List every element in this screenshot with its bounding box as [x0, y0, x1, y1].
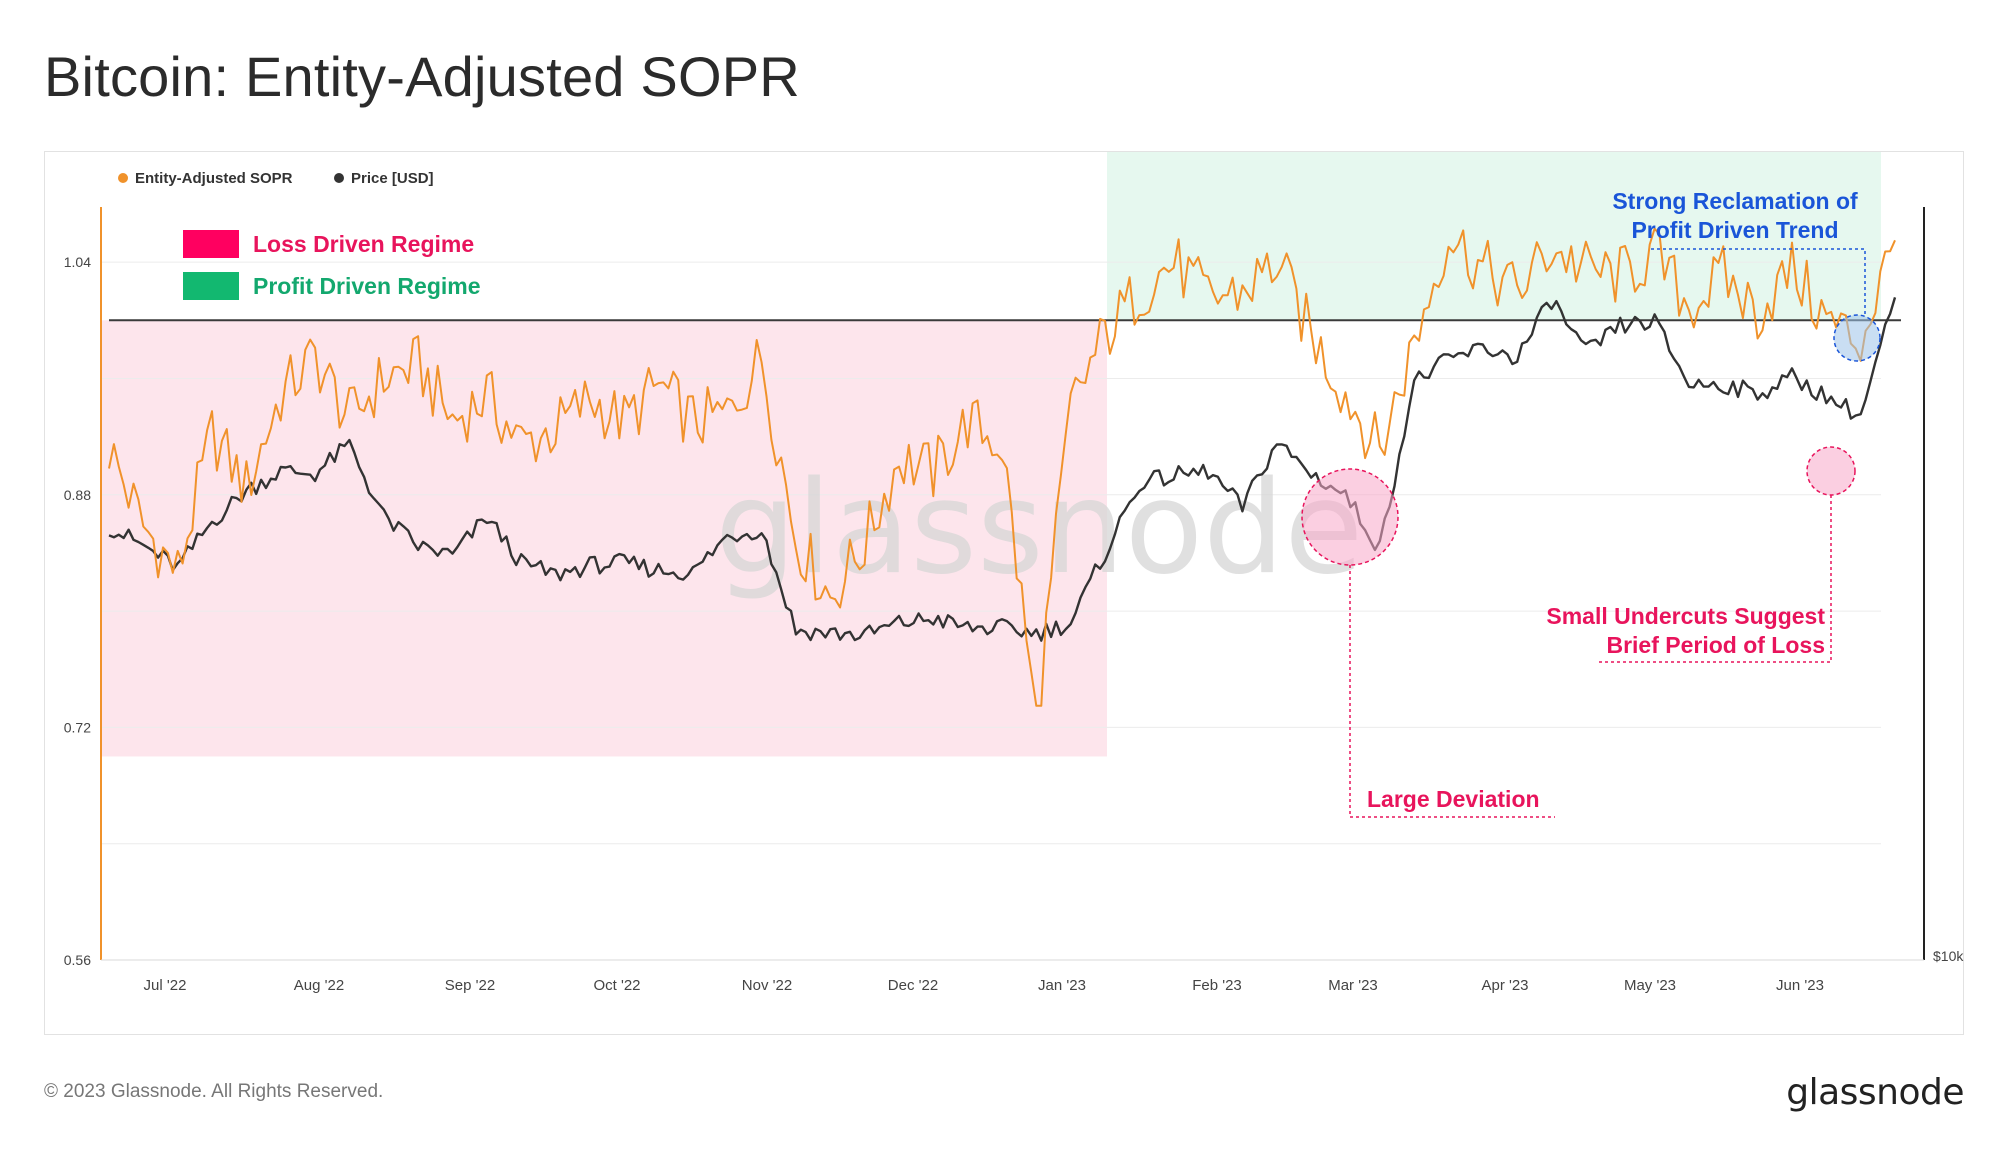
annotation-reclaim: Strong Reclamation of Profit Driven Tren… — [1612, 188, 1881, 362]
page-title: Bitcoin: Entity-Adjusted SOPR — [44, 45, 800, 108]
undercut-leader — [1596, 495, 1832, 663]
reclaim-leader — [1651, 248, 1866, 315]
x-tick-label: Jul '22 — [144, 977, 187, 994]
footer-copyright: © 2023 Glassnode. All Rights Reserved. — [44, 1081, 384, 1102]
reclaim-text-1: Strong Reclamation of — [1612, 188, 1858, 214]
x-tick-label: Nov '22 — [742, 977, 792, 994]
deviation-text: Large Deviation — [1367, 786, 1540, 812]
x-tick-label: Feb '23 — [1192, 977, 1242, 994]
undercut-circle — [1806, 446, 1856, 496]
sopr-series-line — [108, 227, 1896, 707]
sopr-chart: Entity-Adjusted SOPR Price [USD] glassno… — [64, 152, 1965, 994]
legend-sopr-dot — [118, 173, 128, 183]
deviation-circle — [1301, 468, 1399, 566]
x-tick-label: Jun '23 — [1776, 977, 1824, 994]
x-tick-label: Dec '22 — [888, 977, 938, 994]
x-tick-label: Jan '23 — [1038, 977, 1086, 994]
x-tick-label: Aug '22 — [294, 977, 344, 994]
y-tick-label: 0.88 — [64, 487, 91, 503]
x-tick-label: Sep '22 — [445, 977, 495, 994]
gridlines — [102, 261, 1881, 845]
y-tick-label: 0.56 — [64, 952, 91, 968]
x-tick-label: May '23 — [1624, 977, 1676, 994]
y-tick-label: 1.04 — [64, 254, 91, 270]
legend-price-label: Price [USD] — [351, 170, 434, 187]
reclaim-circle — [1833, 314, 1881, 362]
chart-container: Entity-Adjusted SOPR Price [USD] glassno… — [44, 151, 1964, 1035]
legend-price-dot — [334, 173, 344, 183]
reclaim-text-2: Profit Driven Trend — [1631, 217, 1838, 243]
price-series-line — [108, 297, 1897, 642]
loss-regime-zone — [102, 320, 1107, 757]
x-tick-label: Mar '23 — [1328, 977, 1378, 994]
x-tick-label: Apr '23 — [1481, 977, 1528, 994]
deviation-leader — [1349, 565, 1555, 818]
loss-regime-swatch — [183, 230, 239, 258]
annotation-deviation: Large Deviation — [1301, 468, 1555, 818]
legend-sopr-label: Entity-Adjusted SOPR — [135, 170, 293, 187]
regime-legend: Loss Driven Regime Profit Driven Regime — [183, 230, 481, 300]
x-axis-ticks: Jul '22 Aug '22 Sep '22 Oct '22 Nov '22 Dec '… — [144, 977, 1824, 994]
legend-top: Entity-Adjusted SOPR Price [USD] — [118, 170, 434, 187]
undercut-text-1: Small Undercuts Suggest — [1546, 603, 1825, 629]
y-axis-ticks: 0.56 0.72 0.88 1.04 $10k — [64, 254, 1965, 968]
x-tick-label: Oct '22 — [593, 977, 640, 994]
annotation-undercut: Small Undercuts Suggest Brief Period of … — [1546, 446, 1856, 663]
footer-logo: glassnode — [1786, 1072, 1964, 1113]
y-tick-label: 0.72 — [64, 719, 91, 735]
undercut-text-2: Brief Period of Loss — [1606, 632, 1825, 658]
profit-regime-label: Profit Driven Regime — [253, 273, 481, 299]
loss-regime-label: Loss Driven Regime — [253, 231, 474, 257]
watermark: glassnode — [715, 454, 1363, 603]
profit-regime-swatch — [183, 272, 239, 300]
y-right-tick-label: $10k — [1933, 948, 1964, 964]
profit-regime-zone — [1107, 152, 1881, 321]
